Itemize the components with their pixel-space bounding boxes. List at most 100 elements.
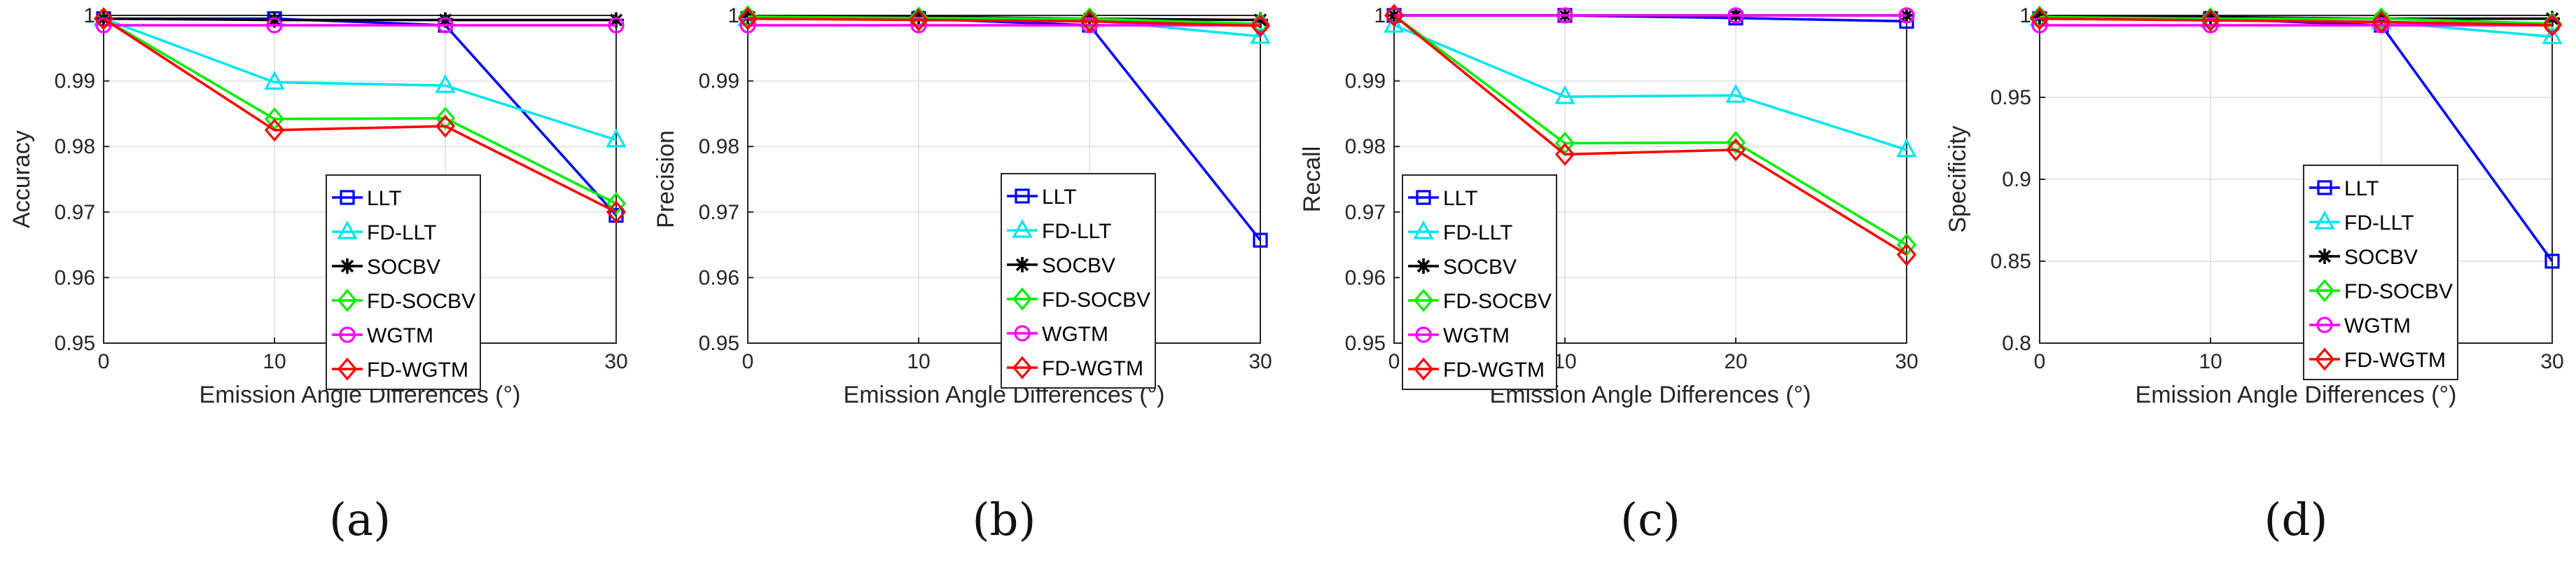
data-point bbox=[1898, 7, 1915, 24]
data-point bbox=[1896, 243, 1917, 267]
legend-entry: WGTM bbox=[332, 324, 433, 347]
legend-label: FD-LLT bbox=[2344, 211, 2414, 235]
series-line bbox=[103, 18, 617, 205]
legend-entry: FD-WGTM bbox=[332, 357, 468, 382]
legend-entry: LLT bbox=[2309, 177, 2379, 200]
x-tick-label: 0 bbox=[1388, 350, 1400, 373]
series-group bbox=[93, 7, 627, 224]
series-fd-llt bbox=[1384, 13, 1917, 158]
legend-swatch-marker bbox=[2317, 180, 2332, 195]
legend: LLT FD-LLT SOCBV FD-SOCBV WGTM FD-WGTM bbox=[326, 174, 481, 390]
panel-label-a: (a) bbox=[328, 494, 391, 546]
legend-entry: FD-LLT bbox=[332, 220, 436, 244]
legend-label: LLT bbox=[1443, 187, 1477, 210]
series-llt bbox=[1386, 8, 1914, 29]
x-axis-label: Emission Angle Differences (°) bbox=[2136, 382, 2457, 408]
data-point bbox=[2371, 10, 2392, 34]
data-point bbox=[2031, 17, 2048, 34]
grid bbox=[2039, 15, 2553, 344]
y-axis-label: Specificity bbox=[1944, 125, 1971, 232]
legend-label: WGTM bbox=[1443, 324, 1510, 347]
x-tick-label: 30 bbox=[1248, 350, 1272, 373]
legend-label: SOCBV bbox=[1042, 254, 1115, 277]
y-tick-label: 0.95 bbox=[55, 332, 95, 355]
y-tick-label: 1 bbox=[2019, 4, 2031, 27]
legend-entry: WGTM bbox=[2309, 314, 2411, 338]
data-point bbox=[1384, 13, 1405, 33]
y-axis-label: Recall bbox=[1299, 146, 1325, 212]
legend-entry: WGTM bbox=[1408, 324, 1510, 347]
data-point bbox=[739, 17, 756, 34]
legend-box bbox=[1402, 174, 1557, 390]
x-tick-label: 10 bbox=[907, 350, 930, 373]
data-point bbox=[1725, 138, 1746, 162]
legend-swatch-marker bbox=[340, 258, 355, 274]
legend-entry: FD-WGTM bbox=[2309, 347, 2446, 372]
series-wgtm bbox=[95, 17, 625, 34]
legend-label: WGTM bbox=[1042, 323, 1108, 346]
x-tick-label: 30 bbox=[1895, 350, 1918, 373]
legend-swatch-marker bbox=[1416, 190, 1431, 205]
legend-swatch-marker bbox=[1413, 357, 1434, 381]
legend-entry: FD-LLT bbox=[2309, 210, 2414, 235]
legend-entry: SOCBV bbox=[1408, 256, 1517, 279]
legend-entry: LLT bbox=[332, 187, 401, 210]
series-fd-wgtm bbox=[2029, 7, 2563, 37]
legend-swatch-marker bbox=[339, 326, 356, 343]
legend-swatch-marker bbox=[1012, 218, 1033, 238]
series-line bbox=[103, 17, 616, 22]
data-point bbox=[606, 200, 627, 224]
legend-label: SOCBV bbox=[1443, 256, 1517, 279]
legend-entry: LLT bbox=[1007, 186, 1076, 209]
legend-entry: FD-LLT bbox=[1007, 218, 1111, 243]
y-tick-label: 0.95 bbox=[1991, 86, 2031, 109]
legend-entry: WGTM bbox=[1007, 323, 1108, 346]
data-point bbox=[2371, 7, 2392, 31]
data-point bbox=[1554, 142, 1575, 166]
series-line bbox=[103, 17, 617, 141]
y-tick-label: 0.99 bbox=[699, 70, 739, 93]
y-tick-label: 0.8 bbox=[2002, 332, 2031, 355]
legend-entry: FD-SOCBV bbox=[1408, 289, 1552, 313]
data-point bbox=[435, 106, 456, 130]
series-line bbox=[747, 15, 1261, 25]
y-tick-label: 0.99 bbox=[1345, 70, 1386, 93]
legend-entry: FD-WGTM bbox=[1007, 356, 1143, 380]
legend-entry: FD-SOCBV bbox=[2309, 279, 2453, 303]
x-tick-label: 10 bbox=[263, 350, 286, 373]
legend-entry: FD-LLT bbox=[1408, 220, 1512, 244]
legend-label: FD-LLT bbox=[1042, 220, 1111, 243]
legend-label: WGTM bbox=[367, 324, 433, 347]
legend-label: FD-SOCBV bbox=[2344, 280, 2453, 303]
legend-label: FD-SOCBV bbox=[1042, 289, 1150, 312]
legend-swatch-marker bbox=[1015, 188, 1030, 204]
data-point bbox=[908, 6, 929, 30]
series-line bbox=[1393, 14, 1907, 246]
y-tick-label: 0.99 bbox=[55, 70, 95, 93]
data-point bbox=[1727, 7, 1744, 24]
y-tick-label: 1 bbox=[727, 4, 739, 27]
series-line bbox=[1393, 14, 1907, 256]
legend-swatch-marker bbox=[340, 190, 355, 205]
y-tick-label: 0.96 bbox=[55, 266, 95, 289]
data-point bbox=[1384, 4, 1405, 27]
data-point bbox=[608, 17, 625, 34]
data-point bbox=[2029, 7, 2050, 31]
data-point bbox=[908, 8, 929, 32]
legend-swatch-marker bbox=[1012, 287, 1033, 311]
series-line bbox=[1393, 24, 1907, 151]
legend-entry: LLT bbox=[1408, 187, 1477, 210]
data-point bbox=[1554, 85, 1575, 104]
legend-entry: FD-SOCBV bbox=[332, 289, 475, 313]
legend-swatch-marker bbox=[1014, 325, 1031, 342]
legend-swatch-marker bbox=[1415, 326, 1432, 343]
data-point bbox=[1250, 25, 1271, 44]
legend-label: LLT bbox=[1042, 186, 1076, 209]
y-tick-label: 0.96 bbox=[699, 266, 739, 289]
legend-swatch-marker bbox=[2317, 249, 2332, 264]
legend-swatch-marker bbox=[1413, 220, 1434, 239]
legend-box bbox=[1001, 173, 1156, 389]
y-axis-label: Precision bbox=[653, 130, 679, 228]
